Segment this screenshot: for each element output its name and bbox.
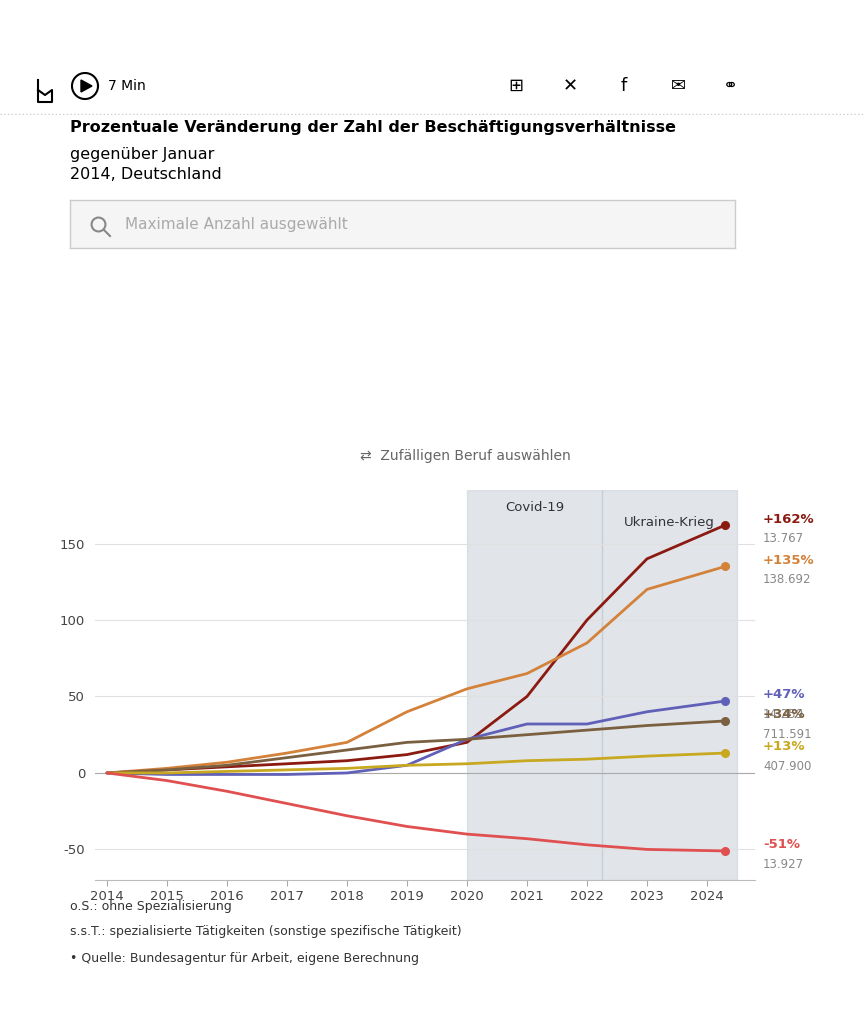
Text: ×: × bbox=[527, 278, 541, 295]
Text: 13.767: 13.767 bbox=[763, 532, 804, 545]
Text: Fachkraft - Solartechnik: Fachkraft - Solartechnik bbox=[80, 268, 213, 278]
Text: Altenpflegehelfer/in: Altenpflegehelfer/in bbox=[526, 326, 637, 336]
Text: Wirtschaft: Wirtschaft bbox=[155, 18, 254, 38]
Text: Ukraine-Krieg: Ukraine-Krieg bbox=[624, 516, 715, 529]
Text: ×: × bbox=[274, 393, 288, 411]
Text: Automechaniker/in: Automechaniker/in bbox=[303, 326, 408, 336]
Text: gegenüber Januar: gegenüber Januar bbox=[70, 147, 215, 162]
Text: 14.259: 14.259 bbox=[763, 708, 804, 721]
Polygon shape bbox=[81, 80, 92, 92]
Text: Unternehmensberatung: Unternehmensberatung bbox=[80, 342, 267, 356]
Text: ⚭: ⚭ bbox=[722, 77, 738, 95]
Text: ×: × bbox=[259, 335, 273, 353]
Text: Managementberater/in: Managementberater/in bbox=[80, 326, 209, 336]
Bar bbox=[602, 490, 737, 880]
Text: +135%: +135% bbox=[763, 554, 815, 567]
Text: ⇄  Zufälligen Beruf auswählen: ⇄ Zufälligen Beruf auswählen bbox=[360, 449, 571, 463]
Text: Covid-19: Covid-19 bbox=[505, 501, 564, 514]
Text: ✕: ✕ bbox=[562, 77, 578, 95]
Text: ×: × bbox=[482, 335, 496, 353]
Text: -51%: -51% bbox=[763, 839, 800, 851]
Text: ✉: ✉ bbox=[670, 77, 686, 95]
Text: 2014, Deutschland: 2014, Deutschland bbox=[70, 167, 221, 182]
Text: SPIEGEL: SPIEGEL bbox=[55, 16, 174, 40]
Text: 138.692: 138.692 bbox=[763, 573, 811, 587]
Text: +34%: +34% bbox=[763, 709, 805, 721]
Text: ⊞: ⊞ bbox=[509, 77, 523, 95]
Text: Altenpflege (o.S.): Altenpflege (o.S.) bbox=[526, 342, 664, 356]
Text: ×: × bbox=[304, 278, 318, 295]
Text: Maximale Anzahl ausgewählt: Maximale Anzahl ausgewählt bbox=[125, 216, 348, 231]
Text: +13%: +13% bbox=[763, 740, 805, 754]
Text: s.s.T.: spezialisierte Tätigkeiten (sonstige spezifische Tätigkeit): s.s.T.: spezialisierte Tätigkeiten (sons… bbox=[70, 925, 462, 938]
Text: +162%: +162% bbox=[763, 513, 815, 525]
Bar bbox=[467, 490, 602, 880]
Text: 13.927: 13.927 bbox=[763, 858, 804, 870]
Text: Berg- und Tagebau: Berg- und Tagebau bbox=[348, 284, 496, 298]
Text: ×: × bbox=[660, 335, 674, 353]
Text: Regenerative Energietechnik: Regenerative Energietechnik bbox=[80, 284, 308, 298]
Text: 7 Min: 7 Min bbox=[108, 79, 145, 93]
Text: Prozentuale Veränderung der Zahl der Beschäftigungsverhältnisse: Prozentuale Veränderung der Zahl der Bes… bbox=[70, 120, 676, 135]
Text: Kraftfahrzeugtechnik: Kraftfahrzeugtechnik bbox=[303, 342, 470, 356]
Text: Autoelektriker/in: Autoelektriker/in bbox=[80, 384, 173, 394]
Text: Bergmann: Bergmann bbox=[348, 268, 406, 278]
Text: +47%: +47% bbox=[763, 688, 805, 701]
Text: • Quelle: Bundesagentur für Arbeit, eigene Berechnung: • Quelle: Bundesagentur für Arbeit, eige… bbox=[70, 952, 419, 965]
Text: 711.591: 711.591 bbox=[763, 728, 811, 740]
Text: Luftver., Schiff, Fahrzeugelektr...: Luftver., Schiff, Fahrzeugelektr... bbox=[80, 400, 336, 414]
Text: 407.900: 407.900 bbox=[763, 760, 811, 773]
Text: o.S.: ohne Spezialisierung: o.S.: ohne Spezialisierung bbox=[70, 900, 232, 913]
Text: f: f bbox=[621, 77, 627, 95]
